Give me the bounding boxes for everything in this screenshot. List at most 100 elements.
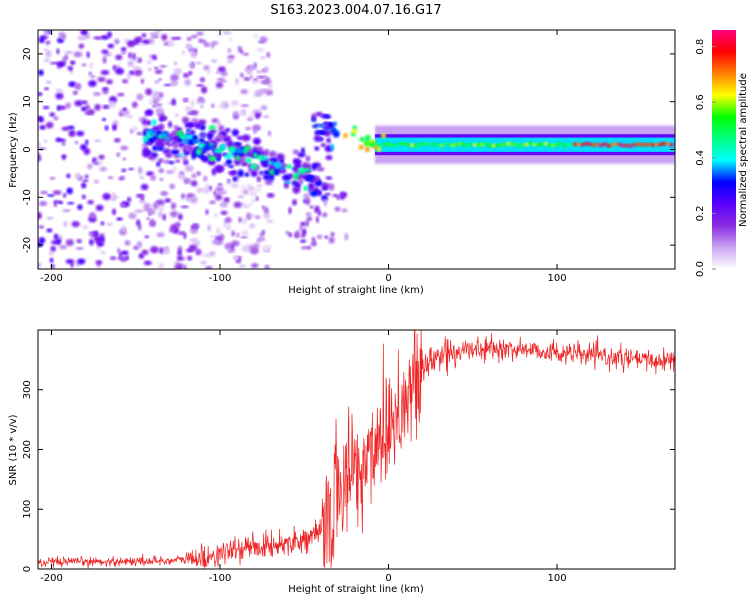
- spectrogram-blob: [242, 52, 249, 56]
- spectrogram-blob: [380, 143, 385, 147]
- spectrogram-blob: [323, 124, 330, 129]
- spectrogram-blob: [334, 206, 341, 212]
- spectrogram-blob: [639, 142, 645, 147]
- spectrogram-blob: [138, 253, 145, 259]
- spectrogram-blob: [210, 235, 215, 238]
- spectrogram-blob: [43, 139, 48, 143]
- spectrogram-blob: [156, 161, 161, 167]
- spectrogram-blob: [584, 141, 589, 146]
- spectrogram-blob: [253, 62, 257, 70]
- spectrogram-blob: [121, 168, 127, 173]
- spectrogram-blob: [158, 118, 165, 122]
- spectrogram-blob: [321, 187, 329, 191]
- y-tick-label: 0: [22, 146, 33, 152]
- spectrogram-blob: [196, 187, 204, 193]
- spectrogram-blob: [266, 219, 274, 224]
- y-tick-label: 200: [22, 440, 33, 459]
- spectrogram-blob: [224, 153, 230, 160]
- spectrogram-blob: [177, 231, 186, 236]
- spectrogram-blob: [59, 138, 66, 142]
- spectrogram-blob: [263, 211, 270, 219]
- spectrogram-blob: [205, 265, 213, 269]
- spectrogram-blob: [240, 161, 249, 167]
- spectrogram-blob: [269, 173, 275, 181]
- x-tick-label: -100: [209, 573, 232, 584]
- spectrogram-blob: [49, 250, 54, 256]
- snr-ylabel: SNR (10 * v/v): [8, 414, 19, 485]
- spectrogram-blob: [146, 171, 154, 176]
- spectrogram-blob: [131, 101, 138, 108]
- spectrogram-blob: [170, 149, 180, 155]
- spectrogram-blob: [215, 81, 224, 89]
- spectrogram-blob: [174, 113, 180, 118]
- spectrogram-blob: [243, 189, 249, 195]
- colorbar-scale: [712, 30, 736, 269]
- spectrogram-blob: [182, 264, 187, 269]
- spectrogram-blob: [121, 79, 129, 84]
- spectrogram-blob: [224, 216, 232, 224]
- spectrogram-blob: [84, 174, 89, 180]
- spectrogram-blob: [304, 246, 312, 250]
- spectrogram-blob: [207, 224, 211, 232]
- spectrogram-blob: [599, 143, 604, 147]
- spectrogram-blob: [147, 67, 152, 72]
- spectrogram-blob: [81, 106, 87, 112]
- spectrogram-blob: [232, 142, 242, 146]
- spectrogram-blob: [46, 228, 53, 233]
- spectrogram-blob: [114, 38, 120, 45]
- spectrogram-blob: [128, 70, 135, 75]
- snr-ticks: -200 -100 0 100 0 100 200 300: [22, 330, 675, 584]
- spectrogram-blob: [42, 105, 50, 110]
- spectrogram-blob: [136, 93, 144, 101]
- spectrogram-blob: [318, 129, 327, 135]
- spectrogram-blob: [76, 130, 85, 137]
- spectrogram-blob: [177, 250, 182, 257]
- spectrogram-blob: [173, 129, 179, 137]
- spectrogram-blob: [77, 36, 87, 41]
- spectrogram-blob: [176, 130, 184, 137]
- spectrogram-blob: [201, 156, 207, 160]
- spectrogram-blob: [298, 178, 304, 185]
- spectrogram-blob: [115, 54, 123, 61]
- spectrogram-blob: [154, 80, 159, 84]
- spectrogram-blob: [232, 255, 240, 260]
- spectrogram-blob: [240, 72, 244, 78]
- spectrogram-blob: [398, 141, 404, 146]
- spectrogram-blob: [376, 142, 381, 147]
- spectrogram-blob: [299, 224, 303, 233]
- spectrogram-blob: [219, 79, 227, 83]
- spectrogram-blob: [417, 142, 422, 147]
- spectrogram-blob: [76, 239, 82, 244]
- spectrogram-blob: [240, 89, 249, 95]
- spectrogram-blob: [203, 42, 211, 47]
- spectrogram-blob: [200, 133, 207, 138]
- spectrogram-blob: [143, 202, 151, 211]
- spectrogram-blob: [252, 109, 261, 115]
- spectrogram-blob: [220, 210, 228, 215]
- spectrogram-blob: [175, 36, 182, 40]
- spectrogram-blob: [80, 30, 88, 36]
- spectrogram-blob: [314, 146, 320, 151]
- spectrogram-blob: [185, 134, 194, 139]
- spectrogram-blob: [238, 264, 247, 268]
- spectrogram-blob: [314, 129, 321, 136]
- spectrogram-blob: [89, 75, 96, 78]
- spectrogram-blob: [132, 66, 141, 70]
- spectrogram-blob: [66, 173, 71, 179]
- spectrogram-blob: [211, 59, 217, 63]
- spectrogram-blob: [100, 235, 105, 243]
- spectrogram-blob: [136, 241, 143, 249]
- spectrogram-blob: [158, 262, 164, 269]
- spectrogram-blob: [162, 149, 171, 155]
- spectrogram-blob: [97, 242, 105, 247]
- x-tick-label: 0: [385, 573, 391, 584]
- spectrogram-blob: [300, 147, 305, 154]
- spectrogram-blob: [244, 68, 249, 72]
- spectrogram-blob: [250, 263, 259, 269]
- spectrogram-blob: [115, 68, 125, 75]
- spectrogram-blob: [93, 230, 99, 238]
- spectrogram-blob: [539, 142, 545, 146]
- spectrogram-blob: [149, 32, 159, 37]
- spectrogram-blob: [190, 50, 197, 58]
